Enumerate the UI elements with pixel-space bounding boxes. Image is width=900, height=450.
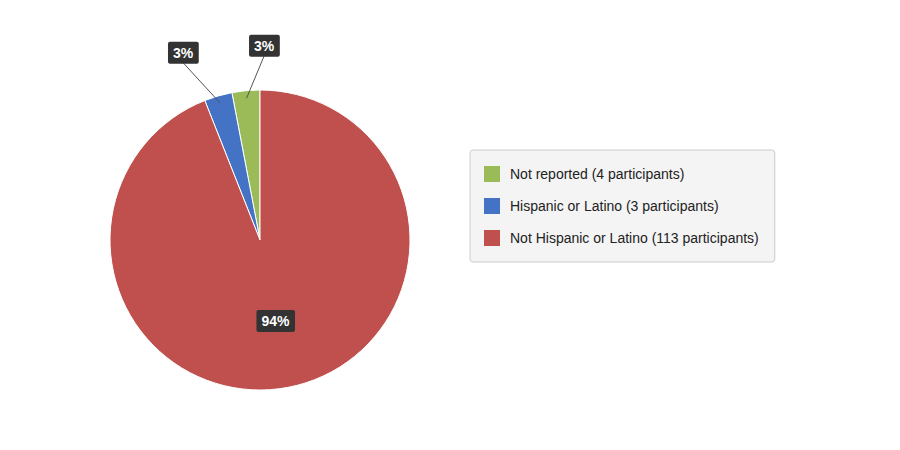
legend-label: Not Hispanic or Latino (113 participants… xyxy=(510,230,759,246)
data-label-group: 3% xyxy=(168,42,199,64)
legend: Not reported (4 participants) Hispanic or… xyxy=(470,150,775,262)
leader-line xyxy=(247,56,265,98)
legend-frame xyxy=(470,150,775,262)
legend-swatch xyxy=(484,166,500,182)
chart-container: 3% 3% 94% Not reported (4 participants) Hisp… xyxy=(0,0,900,450)
slices xyxy=(110,90,410,390)
data-label-group: 3% xyxy=(249,35,280,57)
leader-line xyxy=(183,63,220,103)
data-label-box xyxy=(249,35,280,57)
legend-label: Not reported (4 participants) xyxy=(510,166,684,182)
data-label-box xyxy=(168,42,199,64)
chart: 3% 3% 94% Not reported (4 participants) Hisp… xyxy=(0,0,900,450)
data-label: 3% xyxy=(254,38,275,54)
data-label: 94% xyxy=(261,313,290,329)
data-label-box xyxy=(256,310,295,332)
data-label-group: 94% xyxy=(256,310,295,332)
legend-swatch xyxy=(484,198,500,214)
legend-label: Hispanic or Latino (3 participants) xyxy=(510,198,719,214)
data-label: 3% xyxy=(173,45,194,61)
data-labels: 3% 3% 94% xyxy=(168,35,295,332)
legend-swatch xyxy=(484,230,500,246)
pie-slice xyxy=(110,90,410,390)
